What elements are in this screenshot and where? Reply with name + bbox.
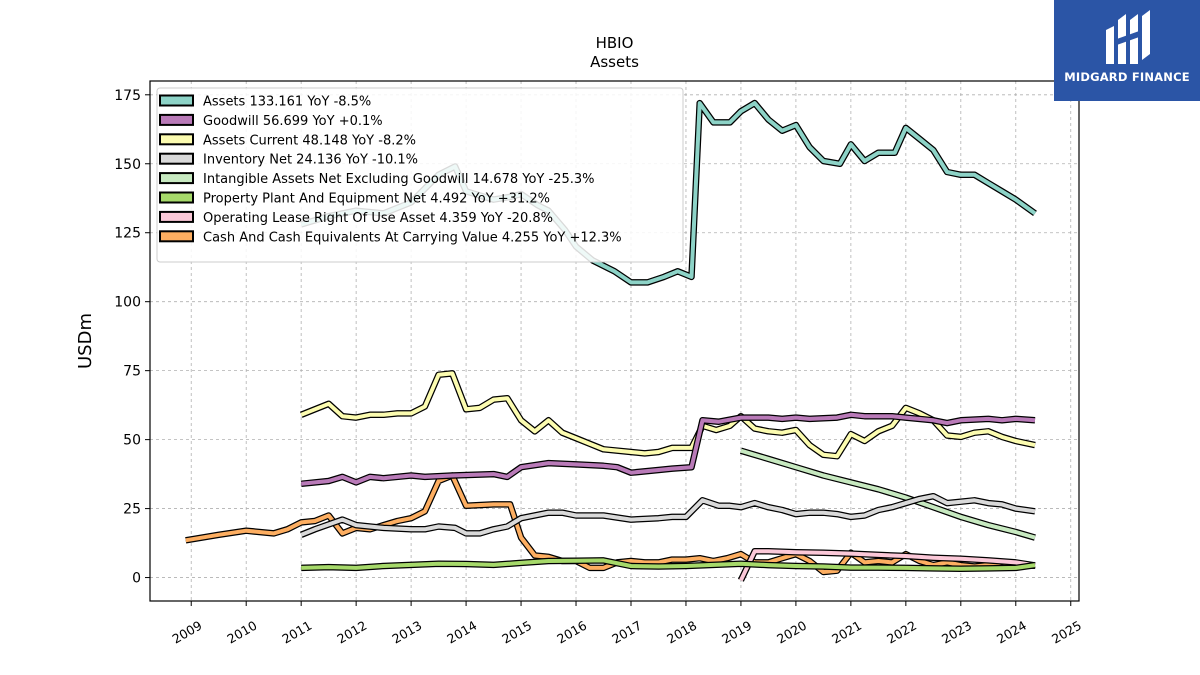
logo-mark-icon	[1106, 10, 1150, 64]
legend-swatch	[159, 230, 194, 243]
series-line-property-plant-and-equipment-net	[301, 558, 1036, 571]
legend-entry: Cash And Cash Equivalents At Carrying Va…	[203, 230, 622, 245]
y-tick-label: 150	[114, 157, 141, 173]
x-tick-label: 2009	[169, 618, 204, 647]
series-line-goodwill	[300, 412, 1036, 486]
chart-title: HBIO	[596, 34, 634, 52]
legend-swatch	[159, 152, 194, 165]
brand-logo: MIDGARD FINANCE	[1054, 0, 1200, 101]
x-tick-label: 2013	[389, 618, 424, 647]
legend-swatch	[159, 210, 194, 223]
series-line-inventory-net	[300, 494, 1036, 537]
y-tick-label: 50	[123, 433, 141, 449]
x-tick-label: 2011	[279, 618, 314, 647]
chart-subtitle: Assets	[590, 53, 639, 71]
y-tick-label: 75	[123, 364, 141, 380]
x-tick-label: 2020	[774, 618, 809, 647]
x-tick-label: 2014	[444, 618, 479, 647]
y-tick-label: 100	[114, 295, 141, 311]
y-tick-label: 125	[114, 226, 141, 242]
x-tick-label: 2018	[664, 618, 699, 647]
series-line-assets-current	[300, 371, 1036, 459]
legend-entry: Operating Lease Right Of Use Asset 4.359…	[203, 211, 553, 226]
x-tick-label: 2021	[829, 618, 864, 647]
x-tick-label: 2019	[719, 618, 754, 647]
legend-swatch	[159, 172, 194, 185]
legend-swatch	[159, 191, 194, 204]
legend-entry: Property Plant And Equipment Net 4.492 Y…	[203, 192, 550, 207]
legend-box	[156, 87, 684, 263]
legend-swatch	[159, 94, 194, 107]
legend-entry: Assets 133.161 YoY -8.5%	[203, 95, 371, 110]
legend: Assets 133.161 YoY -8.5% Goodwill 56.699 …	[156, 87, 684, 263]
x-tick-label: 2012	[334, 618, 369, 647]
legend-entry: Goodwill 56.699 YoY +0.1%	[203, 114, 383, 129]
x-tick-label: 2017	[609, 618, 644, 647]
legend-entry: Inventory Net 24.136 YoY -10.1%	[203, 153, 418, 168]
x-tick-label: 2010	[224, 618, 259, 647]
x-tick-label: 2024	[994, 618, 1029, 647]
x-tick-label: 2023	[939, 618, 974, 647]
series-line-intangible-assets-net-excluding-goodwill	[740, 448, 1036, 540]
y-tick-label: 0	[132, 571, 141, 587]
logo-text: MIDGARD FINANCE	[1064, 70, 1190, 84]
legend-entry: Assets Current 48.148 YoY -8.2%	[203, 133, 416, 148]
x-tick-label: 2015	[499, 618, 534, 647]
y-tick-label: 175	[114, 88, 141, 104]
legend-swatch	[159, 113, 194, 126]
y-tick-label: 25	[123, 502, 141, 518]
plot-frame	[149, 80, 1080, 602]
y-axis-label: USDm	[75, 313, 96, 369]
legend-swatch	[159, 133, 194, 146]
series-line-operating-lease-right-of-use-asset	[739, 549, 1036, 582]
x-tick-label: 2016	[554, 618, 589, 647]
x-tick-label: 2025	[1049, 618, 1084, 647]
x-tick-label: 2022	[884, 618, 919, 647]
legend-entry: Intangible Assets Net Excluding Goodwill…	[203, 172, 594, 187]
